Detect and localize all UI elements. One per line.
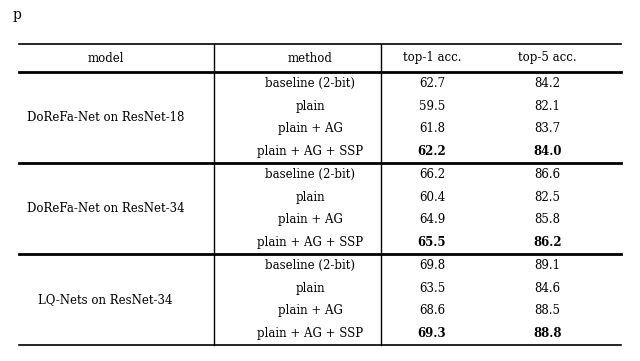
Text: 64.9: 64.9 bbox=[419, 213, 445, 226]
Text: 82.5: 82.5 bbox=[534, 191, 560, 204]
Text: plain + AG + SSP: plain + AG + SSP bbox=[257, 327, 364, 340]
Text: top-1 acc.: top-1 acc. bbox=[403, 52, 461, 65]
Text: 82.1: 82.1 bbox=[534, 100, 560, 113]
Text: baseline (2-bit): baseline (2-bit) bbox=[266, 168, 355, 181]
Text: 66.2: 66.2 bbox=[419, 168, 445, 181]
Text: 86.2: 86.2 bbox=[533, 236, 561, 249]
Text: model: model bbox=[87, 52, 124, 65]
Text: 69.3: 69.3 bbox=[418, 327, 446, 340]
Text: 88.5: 88.5 bbox=[534, 304, 560, 317]
Text: 85.8: 85.8 bbox=[534, 213, 560, 226]
Text: LQ-Nets on ResNet-34: LQ-Nets on ResNet-34 bbox=[38, 293, 173, 306]
Text: 59.5: 59.5 bbox=[419, 100, 445, 113]
Text: plain + AG + SSP: plain + AG + SSP bbox=[257, 145, 364, 158]
Text: DoReFa-Net on ResNet-34: DoReFa-Net on ResNet-34 bbox=[27, 202, 184, 215]
Text: baseline (2-bit): baseline (2-bit) bbox=[266, 259, 355, 272]
Text: 88.8: 88.8 bbox=[533, 327, 561, 340]
Text: plain: plain bbox=[296, 191, 325, 204]
Text: baseline (2-bit): baseline (2-bit) bbox=[266, 77, 355, 90]
Text: 84.6: 84.6 bbox=[534, 282, 560, 295]
Text: 61.8: 61.8 bbox=[419, 122, 445, 135]
Text: plain + AG + SSP: plain + AG + SSP bbox=[257, 236, 364, 249]
Text: plain: plain bbox=[296, 282, 325, 295]
Text: 62.2: 62.2 bbox=[418, 145, 446, 158]
Text: 69.8: 69.8 bbox=[419, 259, 445, 272]
Text: 68.6: 68.6 bbox=[419, 304, 445, 317]
Text: plain: plain bbox=[296, 100, 325, 113]
Text: 84.0: 84.0 bbox=[533, 145, 561, 158]
Text: DoReFa-Net on ResNet-18: DoReFa-Net on ResNet-18 bbox=[27, 111, 184, 124]
Text: 63.5: 63.5 bbox=[419, 282, 445, 295]
Text: plain + AG: plain + AG bbox=[278, 304, 343, 317]
Text: 84.2: 84.2 bbox=[534, 77, 560, 90]
Text: plain + AG: plain + AG bbox=[278, 213, 343, 226]
Text: 83.7: 83.7 bbox=[534, 122, 560, 135]
Text: method: method bbox=[288, 52, 333, 65]
Text: p: p bbox=[13, 8, 22, 22]
Text: 62.7: 62.7 bbox=[419, 77, 445, 90]
Text: plain + AG: plain + AG bbox=[278, 122, 343, 135]
Text: 86.6: 86.6 bbox=[534, 168, 560, 181]
Text: 65.5: 65.5 bbox=[418, 236, 446, 249]
Text: 89.1: 89.1 bbox=[534, 259, 560, 272]
Text: 60.4: 60.4 bbox=[419, 191, 445, 204]
Text: top-5 acc.: top-5 acc. bbox=[518, 52, 577, 65]
